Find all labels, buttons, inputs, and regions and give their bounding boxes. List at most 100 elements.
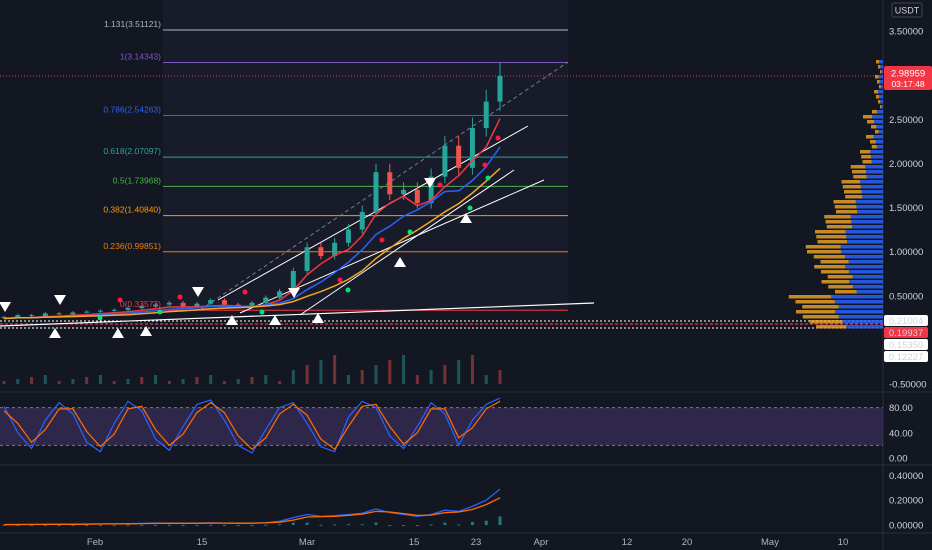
volume-bar: [264, 375, 268, 384]
volume-profile-bar: [879, 85, 881, 89]
volume-profile-bar: [881, 70, 883, 74]
currency-box[interactable]: [891, 2, 923, 18]
macd-histogram-bar: [250, 525, 254, 527]
candle-body: [221, 300, 227, 305]
level-tag: 0.15350: [884, 339, 928, 351]
macd-axis-tick: 0.40000: [889, 471, 923, 482]
volume-profile-bar: [815, 230, 846, 234]
price-axis[interactable]: 3.500003.000002.500002.000001.500001.000…: [889, 27, 927, 532]
volume-bar: [126, 379, 130, 384]
macd-histogram-bar: [402, 525, 406, 527]
sell-signal-icon: [288, 288, 300, 298]
candle-body: [84, 311, 90, 313]
volume-profile-bar: [835, 310, 883, 314]
macd-histogram-bar: [222, 525, 226, 527]
volume-bar: [443, 365, 447, 384]
macd-histogram-bar: [167, 524, 171, 526]
stoch-line: [3, 397, 501, 454]
price-axis-tick: 1.00000: [889, 247, 923, 258]
volume-profile-bar: [821, 280, 850, 284]
macd-histogram-bar: [333, 524, 337, 526]
level-tag-text: 0.21004: [889, 316, 923, 327]
signal-markers: [0, 135, 501, 338]
stoch-axis-tick: 80.00: [889, 403, 913, 414]
level-tag: 0.19937: [884, 327, 928, 339]
bar-countdown: 03:17:48: [891, 79, 924, 89]
volume-bar: [16, 379, 20, 384]
price-axis-tick: 0.50000: [889, 291, 923, 302]
volume-bar: [457, 360, 461, 384]
volume-bar: [470, 355, 474, 384]
macd-histogram-bar: [209, 524, 213, 526]
volume-profile-bar: [852, 170, 866, 174]
volume-profile-bar: [860, 185, 883, 189]
volume-profile-bar: [809, 320, 843, 324]
macd-histogram-bar: [278, 524, 282, 526]
candle-body: [70, 312, 76, 315]
volume-profile-bar: [871, 160, 883, 164]
volume-profile-bar: [842, 185, 861, 189]
volume-profile-bar: [860, 150, 871, 154]
time-axis[interactable]: Feb 15 Mar 15 23 Apr 12 20 May 10: [87, 537, 848, 548]
candle-body: [249, 302, 255, 306]
buy-dot-icon: [467, 205, 473, 211]
candle-body: [180, 302, 186, 307]
candle-body: [304, 247, 310, 272]
macd-histogram-bar: [429, 524, 433, 526]
candle-body: [414, 189, 420, 204]
candle-body: [401, 189, 407, 195]
candle-body: [56, 313, 62, 315]
candle-body: [208, 300, 214, 304]
volume-profile-bar: [872, 115, 883, 119]
volume-bar: [181, 379, 185, 384]
time-axis-tick: Mar: [299, 537, 315, 548]
volume-profile-bar: [850, 215, 883, 219]
volume-profile-bar: [878, 65, 881, 69]
volume-profile-bar: [817, 240, 847, 244]
volume-profile-bar: [841, 250, 883, 254]
candle-body: [166, 302, 172, 305]
volume-bar: [222, 381, 226, 384]
volume-profile-bar: [852, 285, 883, 289]
volume-bar: [140, 377, 144, 384]
volume-profile-bar: [879, 60, 883, 64]
volume-profile-bar: [870, 150, 883, 154]
macd-line: [4, 488, 501, 526]
candle-body: [387, 172, 393, 195]
volume-profile-bar: [861, 155, 872, 159]
volume-profile-bar: [878, 90, 883, 94]
volume-profile-bar: [841, 180, 861, 184]
volume-profile-bar: [875, 130, 879, 134]
candle-body: [332, 242, 338, 257]
volume-profile-bar: [876, 60, 880, 64]
volume-profile-bar: [851, 220, 883, 224]
volume-profile-bar: [788, 295, 832, 299]
candle-body: [277, 291, 283, 298]
buy-signal-icon: [312, 313, 324, 323]
volume-profile-bar: [880, 65, 883, 69]
buy-dot-icon: [345, 287, 351, 293]
volume-profile-bar: [834, 300, 883, 304]
level-tag-text: 0.19937: [889, 328, 923, 339]
fib-level-label: 0(0.33573): [120, 299, 161, 309]
volume-bar: [57, 381, 61, 384]
sell-dot-icon: [437, 182, 443, 188]
macd-histogram-bar: [319, 524, 323, 526]
fib-zone-background: [163, 0, 568, 310]
volume-profile-bar: [821, 270, 849, 274]
fib-level-label: 0.786(2.54263): [103, 104, 161, 114]
volume-profile-bar: [862, 160, 872, 164]
price-axis-tick: 1.50000: [889, 203, 923, 214]
macd-axis-tick: 0.00000: [889, 521, 923, 532]
volume-profile-bar: [865, 170, 883, 174]
candle-body: [97, 310, 103, 312]
buy-signal-icon: [226, 315, 238, 325]
fib-retracement[interactable]: 1.131(3.51121) 1(3.14343) 0.786(2.54263) 0.…: [0, 19, 883, 329]
candle-body: [469, 128, 475, 168]
volume-profile-bar: [880, 100, 883, 104]
volume-bar: [388, 360, 392, 384]
volume-profile-bar: [848, 260, 883, 264]
volume-bar: [346, 375, 350, 384]
macd-histogram-bar: [195, 524, 199, 526]
